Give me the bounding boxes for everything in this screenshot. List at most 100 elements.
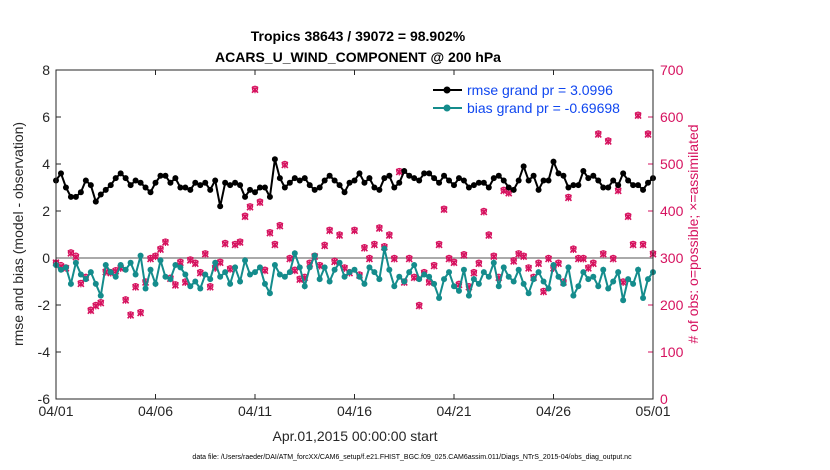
rmse-point	[107, 182, 114, 189]
rmse-point	[286, 179, 293, 186]
bias-point	[465, 292, 472, 299]
bias-point	[107, 269, 114, 276]
rmse-point	[266, 193, 273, 200]
bias-point	[237, 278, 244, 285]
obs-assimilated-point	[276, 222, 284, 230]
bias-point	[580, 269, 587, 276]
obs-assimilated-point	[604, 137, 612, 146]
legend-rmse-marker	[443, 86, 451, 94]
rmse-point	[142, 184, 149, 191]
bias-point	[346, 269, 353, 276]
bias-point	[311, 252, 318, 259]
y2-tick-label: 600	[660, 109, 684, 125]
rmse-point	[321, 177, 328, 184]
rmse-point	[137, 179, 144, 186]
obs-assimilated-point	[196, 269, 204, 277]
bias-point	[520, 280, 527, 287]
obs-assimilated-point	[137, 309, 145, 317]
bias-point	[301, 283, 308, 290]
rmse-point	[117, 170, 124, 177]
bias-point	[615, 269, 622, 276]
rmse-point	[610, 177, 617, 184]
obs-assimilated-point	[500, 187, 508, 195]
bias-point	[620, 297, 627, 304]
bias-point	[460, 266, 467, 273]
obs-assimilated-point	[544, 255, 553, 263]
rmse-point	[177, 184, 184, 191]
obs-assimilated-point	[554, 260, 563, 268]
rmse-point	[102, 186, 109, 193]
rmse-point	[162, 172, 169, 179]
y2-tick-label: 200	[660, 297, 684, 313]
obs-assimilated-point	[186, 256, 194, 264]
rmse-point	[306, 182, 313, 189]
rmse-point	[525, 177, 532, 184]
x-tick-label: 04/26	[536, 403, 571, 419]
bias-point	[122, 266, 129, 273]
obs-assimilated-point	[485, 231, 493, 240]
plot-background	[56, 70, 653, 399]
rmse-point	[97, 191, 104, 198]
rmse-point	[276, 175, 283, 182]
obs-assimilated-point	[490, 253, 498, 261]
rmse-point	[441, 172, 448, 179]
bias-point	[515, 266, 522, 273]
rmse-point	[132, 177, 139, 184]
plot-frame	[55, 69, 654, 400]
bias-point	[386, 266, 393, 273]
obs-assimilated-point	[579, 255, 587, 263]
obs-assimilated-point	[127, 311, 135, 319]
rmse-point	[281, 184, 288, 191]
bias-point	[261, 280, 268, 287]
rmse-point	[635, 182, 642, 189]
bias-point	[610, 278, 617, 285]
obs-assimilated-point	[460, 251, 468, 259]
bias-point	[152, 280, 159, 287]
obs-assimilated-point	[639, 241, 647, 249]
rmse-point	[475, 179, 482, 186]
obs-assimilated-point	[370, 241, 378, 249]
rmse-point	[535, 186, 542, 193]
rmse-point	[157, 172, 164, 179]
rmse-series	[53, 156, 656, 210]
rmse-point	[426, 170, 433, 177]
obs-count-markers	[52, 85, 657, 319]
bias-point	[625, 276, 632, 283]
chart-title-line1: Tropics 38643 / 39072 = 98.902%	[251, 28, 466, 44]
data-file-footnote: data file: /Users/raeder/DAI/ATM_forcXX/…	[192, 454, 632, 461]
bias-point	[172, 262, 179, 269]
obs-assimilated-point	[97, 299, 105, 307]
bias-point	[416, 276, 423, 283]
rmse-point	[336, 182, 343, 189]
bias-point	[490, 259, 497, 266]
obs-assimilated-point	[331, 258, 339, 266]
bias-point	[495, 283, 502, 290]
rmse-point	[316, 184, 323, 191]
bias-point	[291, 250, 298, 257]
bias-point	[540, 278, 547, 285]
rmse-point	[152, 179, 159, 186]
rmse-point	[590, 172, 597, 179]
bias-point	[341, 273, 348, 280]
rmse-point	[187, 186, 194, 193]
rmse-point	[615, 182, 622, 189]
obs-assimilated-point	[564, 194, 572, 202]
bias-point	[266, 290, 273, 297]
rmse-point	[605, 184, 612, 191]
rmse-point	[247, 186, 254, 193]
rmse-point	[197, 182, 204, 189]
rmse-point	[485, 184, 492, 191]
rmse-point	[232, 179, 239, 186]
obs-assimilated-point	[271, 241, 279, 249]
bias-point	[475, 280, 482, 287]
obs-assimilated-point	[92, 302, 100, 310]
bias-point	[57, 266, 64, 273]
rmse-point	[326, 172, 333, 179]
bias-point	[77, 271, 84, 278]
bias-point	[97, 292, 104, 299]
rmse-point	[480, 179, 487, 186]
bias-point	[376, 276, 383, 283]
bias-point	[570, 292, 577, 299]
rmse-point	[500, 177, 507, 184]
bias-point	[510, 278, 517, 285]
